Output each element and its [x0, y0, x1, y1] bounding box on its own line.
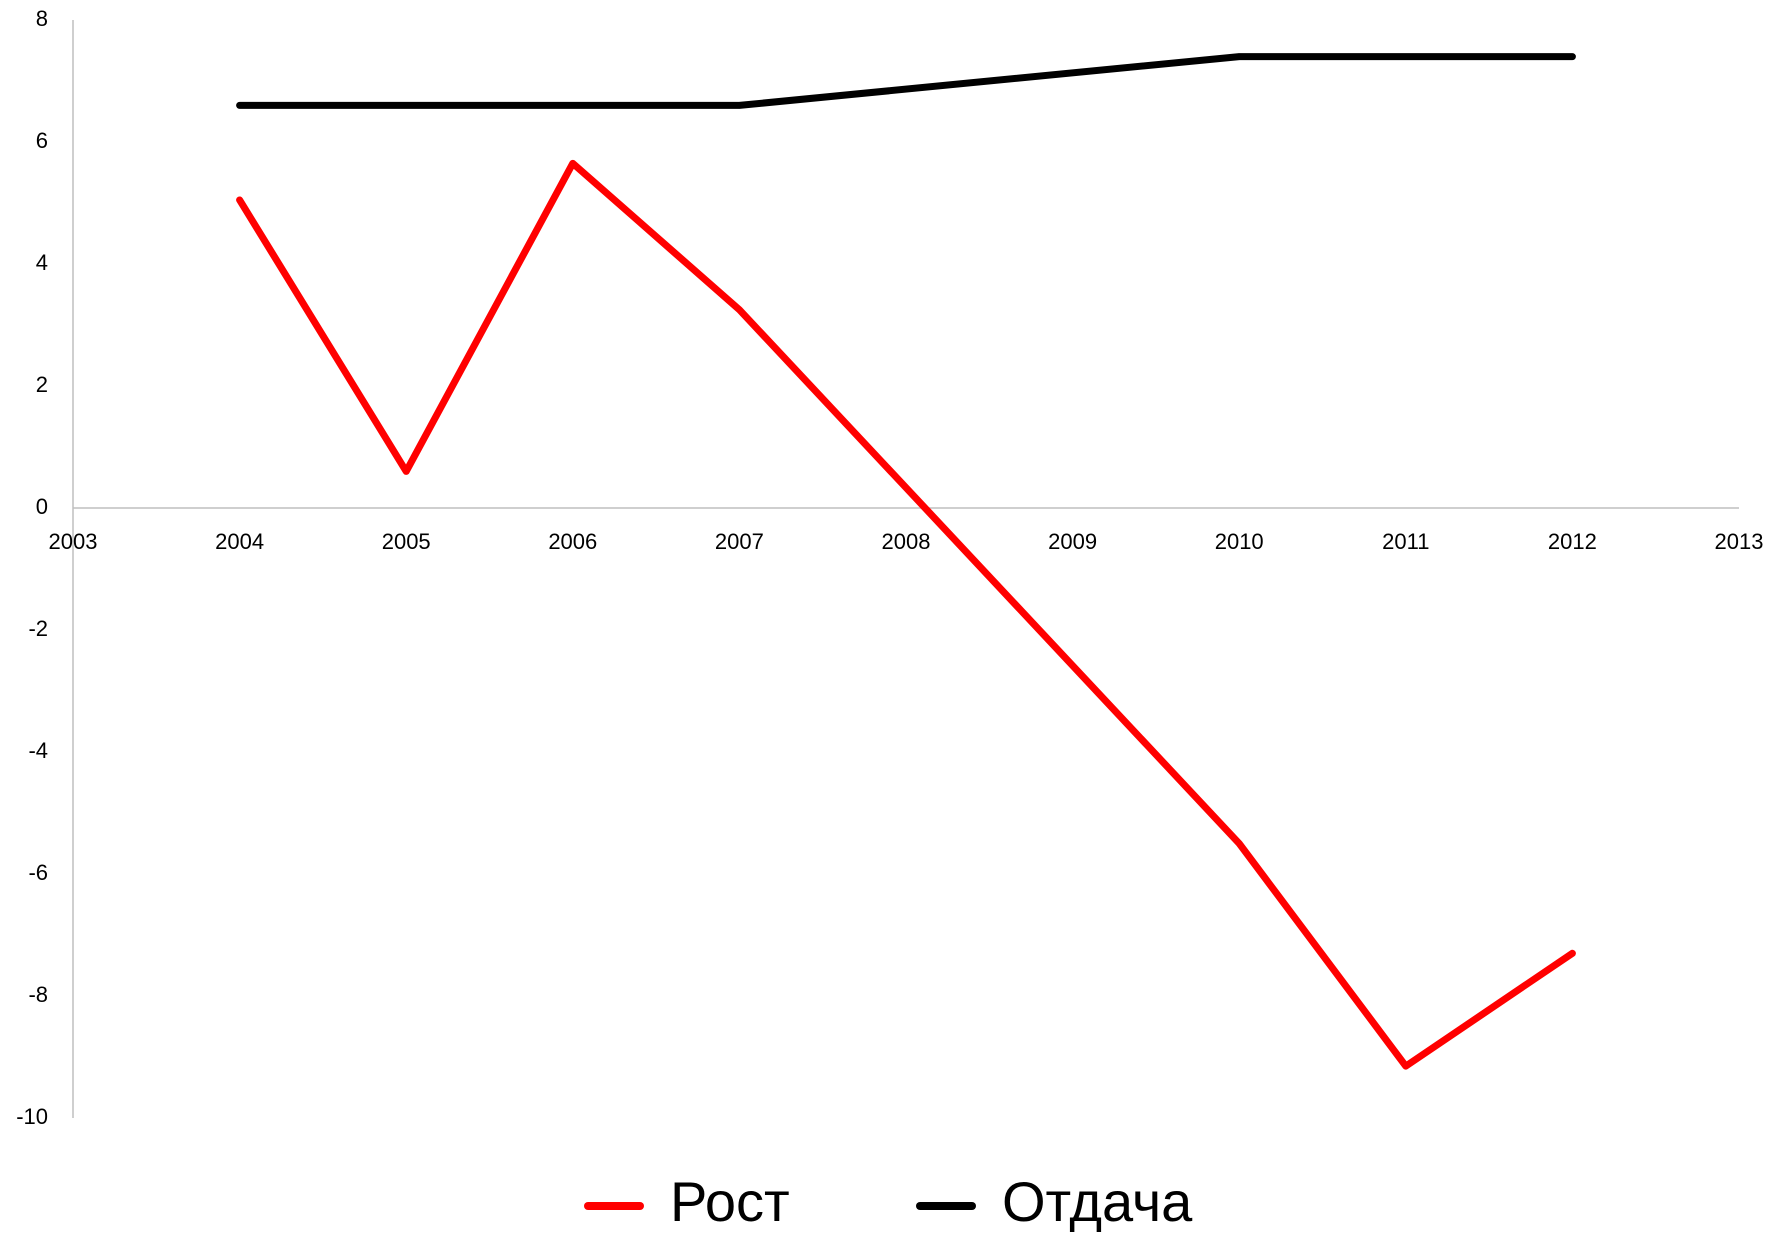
series-line — [236, 159, 1576, 1070]
x-tick-label: 2009 — [1048, 529, 1097, 554]
y-tick-label: 4 — [36, 250, 48, 275]
y-tick-label: -2 — [28, 616, 48, 641]
x-tick-label: 2008 — [882, 529, 931, 554]
y-tick-label: 0 — [36, 494, 48, 519]
series-line — [236, 53, 1576, 109]
y-tick-label: -10 — [16, 1104, 48, 1129]
y-tick-label: -4 — [28, 738, 48, 763]
y-tick-label: -6 — [28, 860, 48, 885]
legend-label: Отдача — [1002, 1170, 1193, 1233]
x-tick-label: 2005 — [382, 529, 431, 554]
x-tick-label: 2006 — [548, 529, 597, 554]
y-tick-label: -8 — [28, 982, 48, 1007]
legend-label: Рост — [670, 1170, 790, 1233]
x-tick-label: 2011 — [1382, 529, 1429, 554]
y-tick-label: 6 — [36, 128, 48, 153]
x-tick-label: 2007 — [715, 529, 764, 554]
y-tick-label: 2 — [36, 372, 48, 397]
x-tick-label: 2003 — [49, 529, 98, 554]
x-tick-label: 2013 — [1715, 529, 1764, 554]
y-tick-label: 8 — [36, 6, 48, 31]
x-tick-label: 2010 — [1215, 529, 1264, 554]
x-tick-label: 2004 — [215, 529, 264, 554]
x-tick-label: 2012 — [1548, 529, 1597, 554]
